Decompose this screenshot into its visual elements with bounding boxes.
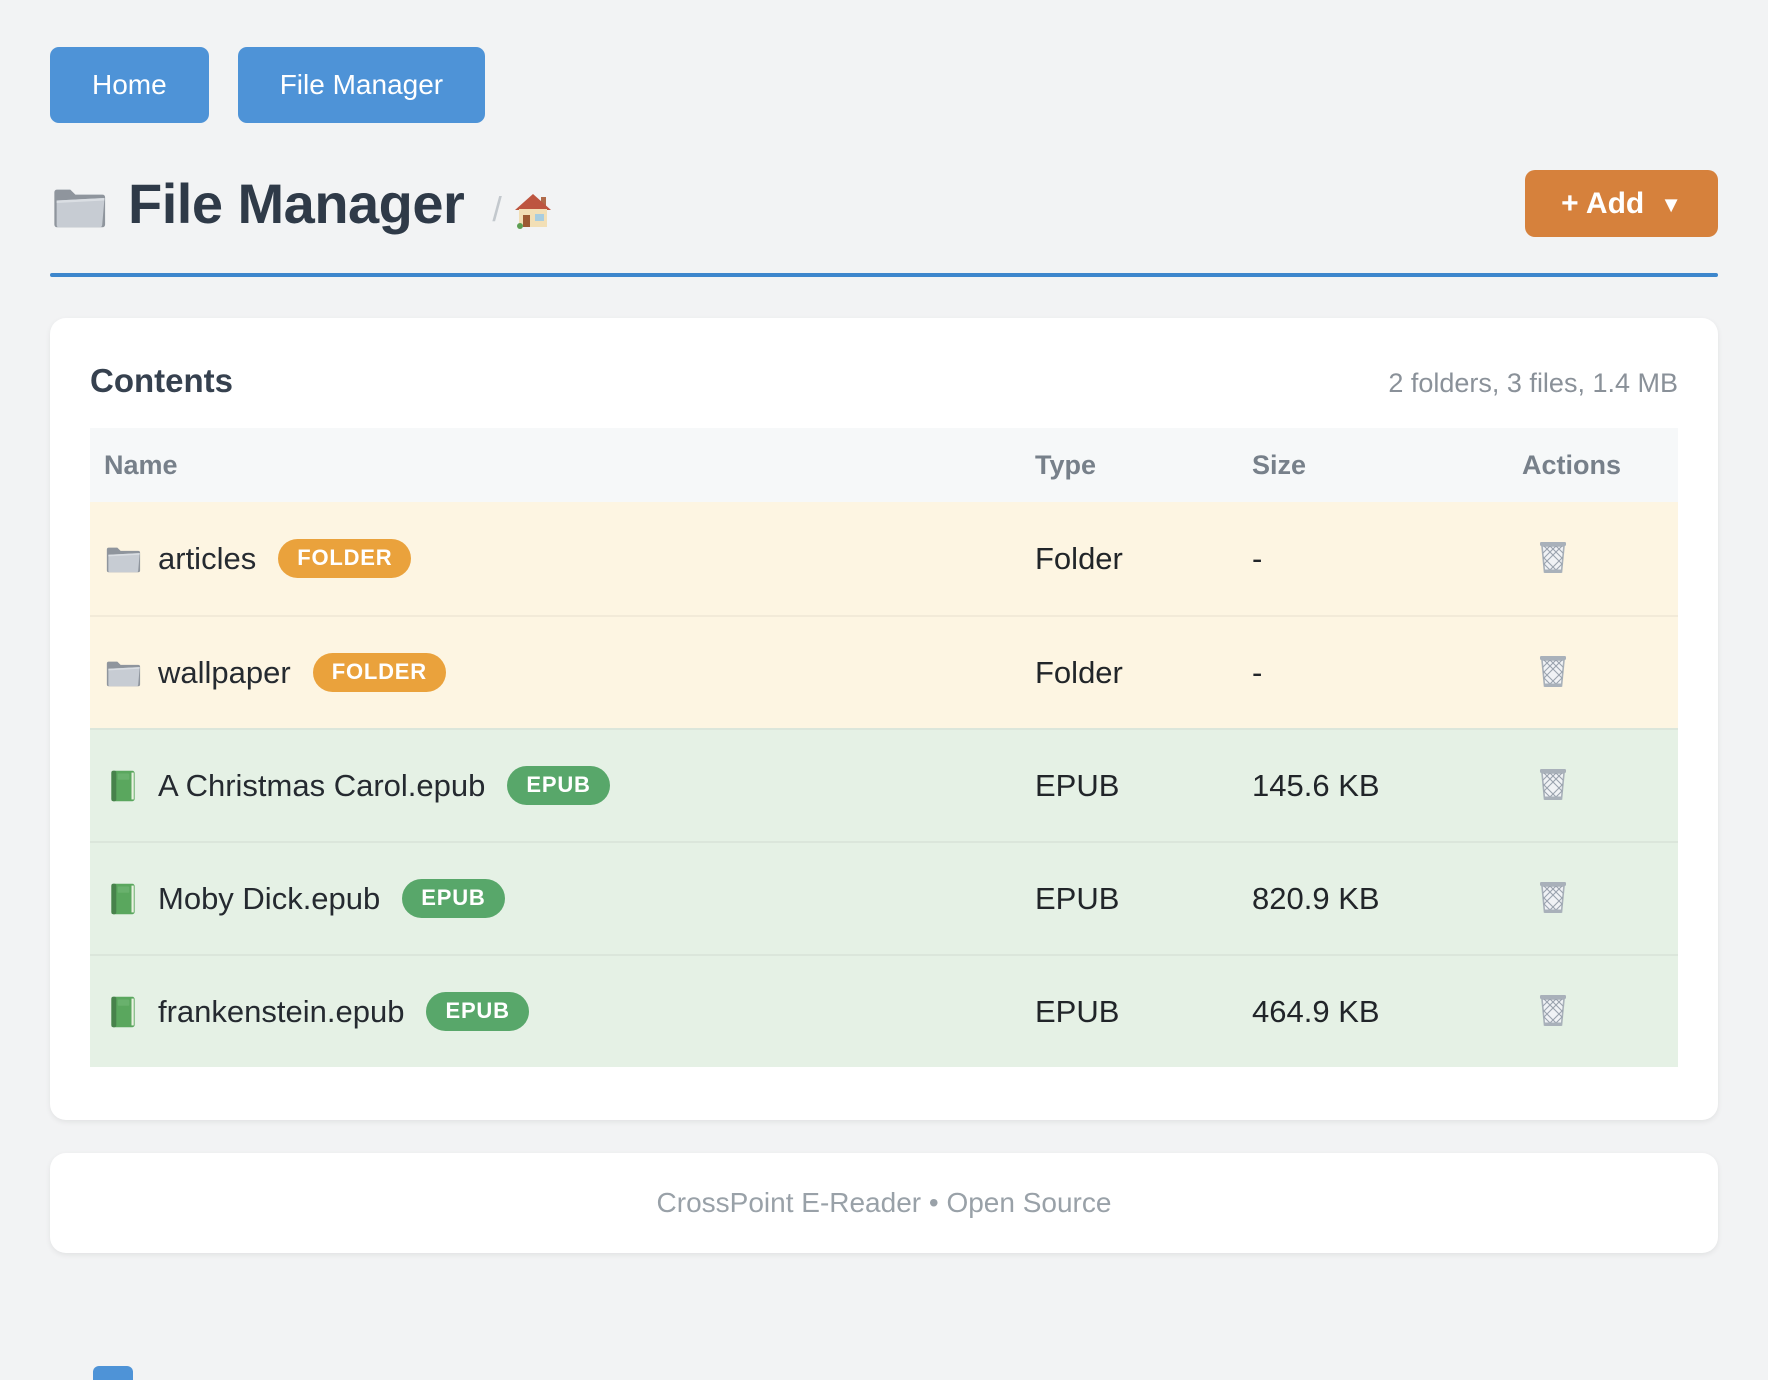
contents-summary: 2 folders, 3 files, 1.4 MB [1388, 368, 1678, 398]
table-row[interactable]: wallpaper FOLDER Folder - [90, 615, 1678, 728]
home-icon[interactable] [514, 193, 552, 229]
delete-button[interactable] [1530, 759, 1576, 809]
trash-icon [1534, 763, 1572, 805]
title-divider [50, 273, 1718, 277]
top-nav: Home File Manager [0, 0, 1768, 123]
page-header: File Manager / + Add ▼ [50, 170, 1718, 237]
contents-title: Contents [90, 362, 233, 399]
status-badge: EPUB [426, 992, 529, 1031]
file-type: EPUB [1035, 880, 1120, 916]
table-row[interactable]: articles FOLDER Folder - [90, 502, 1678, 615]
status-badge: EPUB [507, 766, 610, 805]
trash-icon [1534, 876, 1572, 918]
column-header-actions: Actions [1522, 449, 1622, 480]
book-icon [104, 769, 142, 803]
add-button[interactable]: + Add ▼ [1525, 170, 1718, 237]
file-name: wallpaper [158, 654, 291, 690]
folder-icon [104, 656, 142, 690]
table-row[interactable]: Moby Dick.epub EPUB EPUB 820.9 KB [90, 841, 1678, 954]
page-title: File Manager [128, 172, 465, 235]
file-type: EPUB [1035, 993, 1120, 1029]
footer: CrossPoint E-Reader • Open Source [50, 1153, 1718, 1253]
file-size: 820.9 KB [1252, 880, 1380, 916]
table-header: Name Type Size Actions [90, 428, 1678, 502]
table-row[interactable]: A Christmas Carol.epub EPUB EPUB 145.6 K… [90, 728, 1678, 841]
column-header-name: Name [104, 449, 178, 480]
delete-button[interactable] [1530, 985, 1576, 1035]
delete-button[interactable] [1530, 532, 1576, 582]
file-name: A Christmas Carol.epub [158, 767, 486, 803]
file-name: frankenstein.epub [158, 993, 405, 1029]
footer-text: CrossPoint E-Reader • Open Source [656, 1187, 1112, 1218]
folder-icon [50, 182, 108, 232]
add-button-label: + Add [1561, 186, 1645, 220]
status-badge: FOLDER [278, 539, 412, 578]
breadcrumb: / [492, 191, 551, 230]
chevron-down-icon: ▼ [1660, 191, 1682, 217]
trash-icon [1534, 650, 1572, 692]
file-name: Moby Dick.epub [158, 880, 381, 916]
column-header-size: Size [1252, 449, 1307, 480]
book-icon [104, 882, 142, 916]
contents-card: Contents 2 folders, 3 files, 1.4 MB Name… [50, 318, 1718, 1120]
file-size: - [1252, 654, 1263, 690]
file-name: articles [158, 540, 257, 576]
folder-icon [104, 542, 142, 576]
breadcrumb-separator: / [492, 191, 502, 229]
book-icon [104, 995, 142, 1029]
nav-home-button[interactable]: Home [50, 47, 209, 123]
status-badge: EPUB [402, 879, 505, 918]
nav-file-manager-button[interactable]: File Manager [237, 47, 486, 123]
file-size: 464.9 KB [1252, 993, 1380, 1029]
file-size: 145.6 KB [1252, 767, 1380, 803]
table-row[interactable]: frankenstein.epub EPUB EPUB 464.9 KB [90, 954, 1678, 1067]
file-size: - [1252, 540, 1263, 576]
delete-button[interactable] [1530, 646, 1576, 696]
delete-button[interactable] [1530, 872, 1576, 922]
offscreen-button-partial[interactable] [93, 1366, 133, 1380]
file-type: EPUB [1035, 767, 1120, 803]
file-type: Folder [1035, 654, 1123, 690]
file-type: Folder [1035, 540, 1123, 576]
trash-icon [1534, 989, 1572, 1031]
trash-icon [1534, 536, 1572, 578]
file-table: Name Type Size Actions articles FOLDER F… [90, 428, 1678, 1067]
status-badge: FOLDER [312, 653, 446, 692]
column-header-type: Type [1035, 449, 1097, 480]
